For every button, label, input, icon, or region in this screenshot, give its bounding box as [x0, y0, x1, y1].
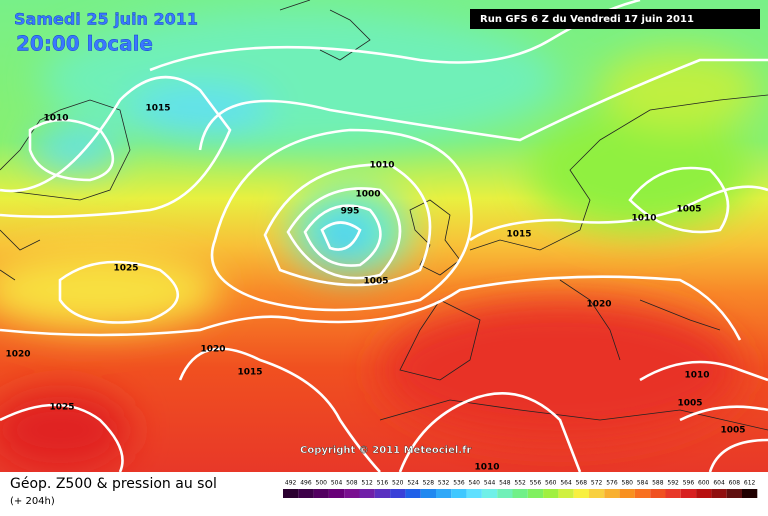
legend-swatch	[512, 489, 528, 498]
isobar-label: 995	[341, 207, 360, 217]
legend-swatch	[665, 489, 681, 498]
legend-swatch	[527, 489, 544, 498]
legend-label: 516	[377, 480, 389, 487]
isobar-label: 1015	[237, 368, 262, 378]
legend-label: 568	[576, 480, 588, 487]
legend-swatch	[573, 489, 589, 498]
legend: 492 496 500 504 508 512 516 520 524 528 532 536 540 5…	[283, 480, 758, 498]
legend-label: 540	[469, 480, 481, 487]
legend-label: 556	[530, 480, 542, 487]
time-label: 20:00 locale	[16, 32, 153, 56]
isobar-label: 1015	[506, 230, 531, 240]
legend-swatch	[558, 489, 574, 498]
legend-swatch	[711, 489, 727, 498]
isobar-label: 1005	[720, 426, 745, 436]
isobar-label: 1005	[677, 399, 702, 409]
legend-swatch	[466, 489, 482, 498]
isobar-label: 1025	[113, 264, 138, 274]
legend-swatch	[696, 489, 712, 498]
legend-label: 536	[453, 480, 465, 487]
run-box	[470, 9, 760, 29]
legend-swatch	[589, 489, 605, 498]
legend-label: 552	[514, 480, 526, 487]
legend-label: 612	[744, 480, 756, 487]
isobar-label: 1020	[5, 350, 30, 360]
legend-swatch	[374, 489, 391, 498]
legend-swatch	[543, 489, 559, 498]
legend-label: 592	[667, 480, 679, 487]
legend-swatch	[390, 489, 406, 498]
legend-label: 532	[438, 480, 450, 487]
legend-label: 524	[407, 480, 419, 487]
legend-swatch	[742, 489, 758, 498]
legend-label: 492	[285, 480, 297, 487]
legend-label: 500	[316, 480, 328, 487]
field	[0, 0, 768, 472]
legend-label: 548	[499, 480, 511, 487]
footer-title: Géop. Z500 & pression au sol	[10, 476, 217, 492]
legend-label: 508	[346, 480, 358, 487]
legend-swatch	[359, 489, 375, 498]
legend-swatch	[436, 489, 452, 498]
isobar-label: 1010	[43, 114, 68, 124]
legend-swatch	[420, 489, 436, 498]
legend-label: 496	[300, 480, 312, 487]
isobar-label: 1025	[49, 403, 74, 413]
isobar-labels: 1010 1015 1010 1000 995 1005 1015 1010 1005 1025 1…	[5, 104, 745, 473]
legend-label: 544	[484, 480, 496, 487]
isobar-label: 1010	[474, 463, 499, 473]
legend-label: 560	[545, 480, 557, 487]
legend-swatch	[344, 489, 360, 498]
isobar-label: 1015	[145, 104, 170, 114]
isobar-label: 1000	[355, 190, 380, 200]
footer-subtitle: (+ 204h)	[10, 496, 55, 507]
legend-label: 528	[423, 480, 435, 487]
isobar-label: 1005	[363, 277, 388, 287]
legend-label: 584	[637, 480, 649, 487]
legend-swatch	[298, 489, 314, 498]
legend-swatch	[680, 489, 697, 498]
isobar-label: 1020	[200, 345, 225, 355]
isobar-label: 1010	[369, 161, 394, 171]
legend-label: 512	[361, 480, 373, 487]
legend-label: 520	[392, 480, 404, 487]
legend-swatch	[650, 489, 666, 498]
isobar-label: 1010	[631, 214, 656, 224]
legend-swatch	[619, 489, 635, 498]
isobar-label: 1010	[684, 371, 709, 381]
run-label: Run GFS 6 Z du Vendredi 17 juin 2011	[480, 14, 694, 25]
legend-label: 600	[698, 480, 710, 487]
legend-swatch	[497, 489, 513, 498]
date-label: Samedi 25 juin 2011	[14, 10, 198, 29]
legend-label: 596	[683, 480, 695, 487]
copyright: Copyright © 2011 Meteociel.fr	[300, 445, 471, 456]
legend-label: 608	[729, 480, 741, 487]
legend-label: 588	[652, 480, 664, 487]
legend-swatch	[634, 489, 651, 498]
legend-swatch	[405, 489, 421, 498]
legend-swatch	[481, 489, 498, 498]
legend-label: 504	[331, 480, 343, 487]
legend-swatch	[328, 489, 345, 498]
legend-label: 576	[606, 480, 618, 487]
legend-swatch	[313, 489, 329, 498]
legend-label: 604	[713, 480, 725, 487]
legend-swatch	[604, 489, 620, 498]
legend-label: 572	[591, 480, 603, 487]
isobar-label: 1020	[586, 300, 611, 310]
legend-label: 564	[560, 480, 572, 487]
legend-label: 580	[622, 480, 634, 487]
legend-swatch	[451, 489, 467, 498]
legend-swatch	[283, 489, 299, 498]
isobar-label: 1005	[676, 205, 701, 215]
legend-swatch	[726, 489, 742, 498]
